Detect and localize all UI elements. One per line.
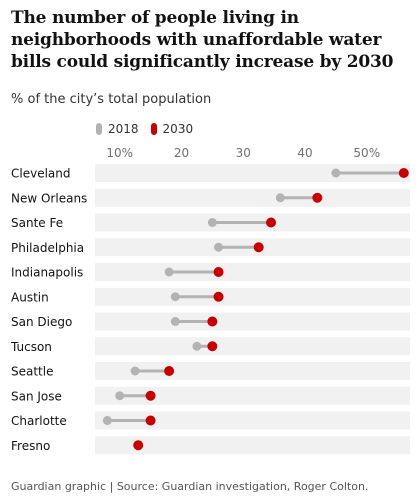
point-2030 (133, 440, 144, 451)
row-band (95, 386, 410, 405)
legend-item-2030: 2030 (150, 122, 194, 136)
category-label: Austin (11, 290, 49, 304)
chart-title: The number of people living in neighborh… (11, 8, 394, 72)
category-label: Cleveland (11, 167, 71, 181)
category-label: New Orleans (11, 191, 87, 205)
category-label: Sante Fe (11, 216, 63, 230)
point-2018 (170, 317, 180, 326)
category-label: Fresno (11, 439, 50, 453)
x-tick-label: 50% (353, 146, 380, 160)
point-2018 (275, 193, 285, 203)
point-2018 (164, 267, 174, 277)
chart-subtitle: % of the city’s total population (11, 92, 212, 107)
category-label: Seattle (11, 365, 53, 379)
row-band (95, 263, 410, 281)
point-2030 (398, 168, 409, 178)
row-band (95, 164, 410, 182)
point-2030 (213, 291, 224, 302)
point-2018 (331, 168, 341, 178)
x-tick-label: 40 (297, 146, 312, 160)
category-label: Tucson (10, 340, 52, 354)
point-2030 (266, 217, 277, 228)
point-2018 (192, 341, 202, 351)
point-2018 (214, 242, 224, 252)
point-2030 (312, 192, 323, 203)
row-band (95, 436, 410, 455)
legend-swatch-2018 (96, 123, 102, 135)
row-band (95, 188, 410, 207)
row-band (95, 362, 410, 380)
category-label: Philadelphia (11, 241, 84, 255)
row-band (95, 312, 410, 331)
point-2030 (145, 390, 156, 401)
row-band (95, 411, 410, 430)
source-note: Guardian graphic | Source: Guardian inve… (11, 480, 369, 493)
point-2030 (145, 415, 156, 426)
legend-item-2018: 2018 (96, 122, 139, 136)
legend: 2018 2030 (96, 122, 205, 136)
point-2018 (102, 416, 112, 425)
point-2018 (115, 391, 125, 401)
point-2030 (207, 316, 218, 327)
category-label: San Diego (11, 315, 72, 329)
legend-swatch-2030 (150, 123, 157, 135)
category-label: Charlotte (11, 414, 67, 428)
x-tick-label: 20 (174, 146, 189, 160)
category-label: San Jose (11, 389, 62, 403)
dumbbell-chart: 10% 20 30 40 50% Cleveland New Orleans Sante Fe… (10, 146, 410, 455)
point-2018 (130, 366, 140, 376)
legend-label-2030: 2030 (162, 122, 194, 136)
point-2030 (253, 242, 264, 253)
category-label: Indianapolis (11, 266, 83, 280)
point-2030 (207, 341, 218, 352)
legend-label-2018: 2018 (108, 122, 139, 136)
point-2018 (207, 218, 217, 227)
row-band (95, 287, 410, 306)
point-2030 (213, 267, 224, 277)
point-2030 (164, 366, 175, 376)
point-2018 (170, 292, 180, 302)
x-tick-label: 10% (106, 146, 133, 160)
x-tick-label: 30 (236, 146, 251, 160)
row-band (95, 337, 410, 356)
